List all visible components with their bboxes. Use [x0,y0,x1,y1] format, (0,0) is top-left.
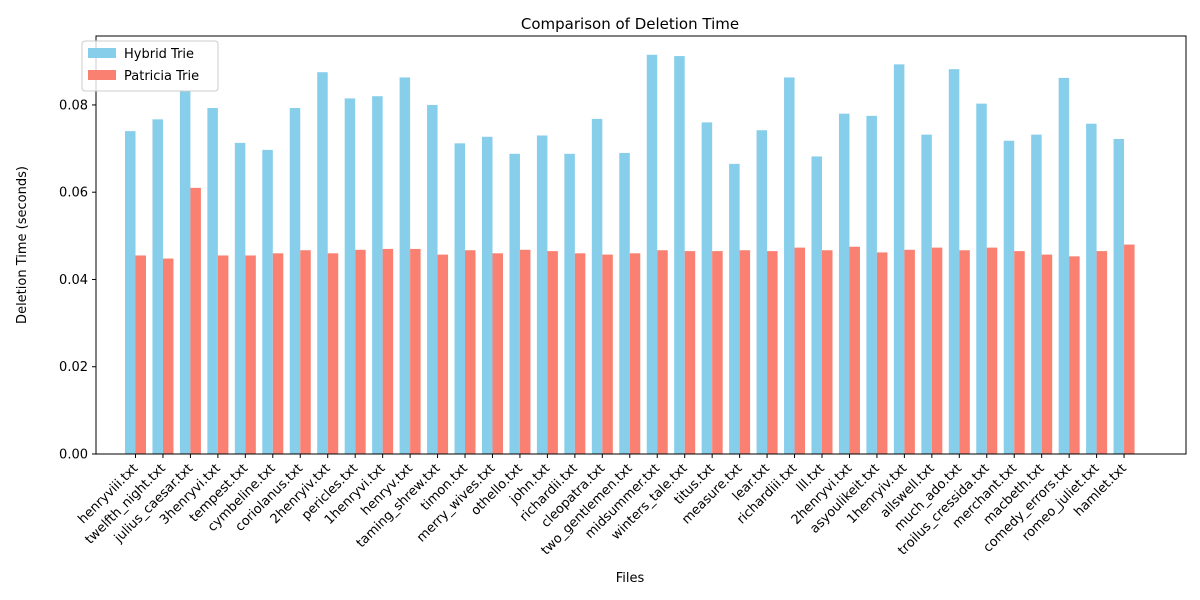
bar-patricia-trie [190,187,201,454]
bar-patricia-trie [245,255,256,454]
legend-swatch-hybrid-trie [88,48,116,58]
bar-patricia-trie [492,253,503,454]
bar-hybrid-trie [454,143,466,454]
bar-patricia-trie [794,247,806,454]
bar-patricia-trie [849,246,860,454]
bar-patricia-trie [822,250,833,454]
bar-hybrid-trie [481,136,493,454]
bar-patricia-trie [135,255,146,454]
bar-patricia-trie [217,255,229,454]
bar-patricia-trie [904,249,915,454]
bar-hybrid-trie [1113,138,1125,455]
bar-hybrid-trie [921,134,932,454]
bar-hybrid-trie [262,149,273,455]
bar-patricia-trie [465,250,476,454]
bar-patricia-trie [1124,244,1135,454]
bar-hybrid-trie [179,90,191,454]
x-axis: henryviii.txttwelfth_night.txtjulius_cae… [76,454,1130,558]
bar-hybrid-trie [207,107,218,454]
bar-hybrid-trie [1086,123,1097,454]
bar-patricia-trie [1014,251,1025,454]
bar-patricia-trie [1069,256,1080,454]
y-tick-label: 0.06 [59,186,88,201]
bar-patricia-trie [712,251,723,454]
bar-patricia-trie [657,250,668,454]
bar-hybrid-trie [125,131,136,454]
bar-hybrid-trie [674,56,685,454]
y-tick-label: 0.04 [59,273,88,288]
bar-hybrid-trie [619,152,630,454]
bar-patricia-trie [931,247,943,454]
legend-label-patricia-trie: Patricia Trie [124,69,199,84]
y-axis: 0.00 0.02 0.04 0.06 0.08 [59,98,96,463]
bar-hybrid-trie [427,104,438,455]
bar-patricia-trie [959,250,970,454]
bar-hybrid-trie [756,130,768,455]
bar-patricia-trie [519,249,531,454]
bar-hybrid-trie [729,163,740,454]
bar-hybrid-trie [701,122,713,454]
bar-patricia-trie [629,253,641,454]
bar-patricia-trie [1096,251,1108,454]
bar-patricia-trie [684,251,696,454]
legend-swatch-patricia-trie [88,70,116,80]
bar-hybrid-trie [976,103,987,454]
bar-patricia-trie [986,247,998,454]
bar-patricia-trie [547,251,558,454]
y-tick-label: 0.02 [59,360,88,375]
bar-patricia-trie [1041,254,1053,454]
plot-frame [95,35,1187,455]
bar-patricia-trie [574,253,586,454]
y-tick-label: 0.00 [59,448,88,463]
bar-patricia-trie [300,250,311,454]
bar-hybrid-trie [372,96,383,454]
x-axis-label: Files [616,571,645,586]
bar-patricia-trie [327,253,339,454]
bar-hybrid-trie [536,135,548,455]
bar-patricia-trie [272,253,284,454]
bar-hybrid-trie [784,77,795,455]
bar-hybrid-trie [811,156,822,454]
bar-hybrid-trie [866,115,877,455]
bar-hybrid-trie [838,113,850,455]
bar-patricia-trie [382,248,394,454]
bar-hybrid-trie [344,98,356,455]
bar-patricia-trie [355,249,366,454]
legend: Hybrid Trie Patricia Trie [81,40,219,92]
bar-patricia-trie [410,248,421,454]
bar-hybrid-trie [948,69,960,454]
bar-hybrid-trie [564,153,575,455]
bar-hybrid-trie [152,119,163,455]
bar-patricia-trie [437,254,449,454]
bar-hybrid-trie [289,107,301,454]
bars-group [125,54,1135,455]
bar-hybrid-trie [1058,77,1070,454]
bar-patricia-trie [739,250,751,454]
bar-hybrid-trie [646,54,658,455]
bar-hybrid-trie [234,142,246,455]
bar-patricia-trie [162,258,174,454]
bar-hybrid-trie [1003,140,1015,454]
bar-hybrid-trie [893,64,905,454]
chart-title: Comparison of Deletion Time [521,15,739,33]
y-axis-label: Deletion Time (seconds) [15,166,30,324]
y-tick-label: 0.08 [59,98,88,113]
bar-hybrid-trie [399,77,411,455]
bar-hybrid-trie [1031,134,1042,454]
bar-patricia-trie [602,254,613,454]
bar-hybrid-trie [317,72,328,455]
bar-hybrid-trie [509,153,520,455]
bar-hybrid-trie [591,118,603,454]
bar-patricia-trie [767,251,778,454]
legend-label-hybrid-trie: Hybrid Trie [124,47,194,62]
bar-patricia-trie [876,252,888,454]
